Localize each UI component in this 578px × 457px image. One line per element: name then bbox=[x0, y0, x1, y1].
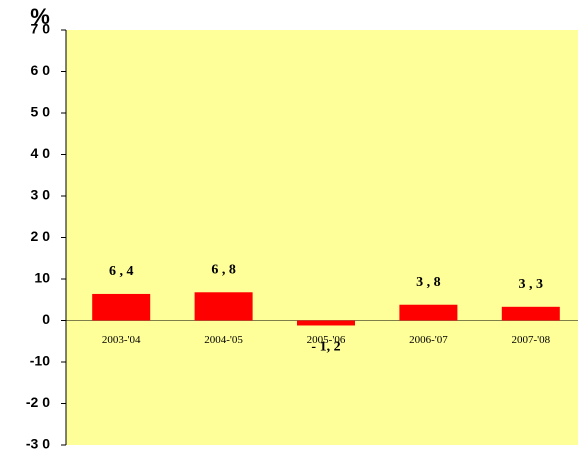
bar bbox=[501, 306, 560, 321]
data-label: - 1, 2 bbox=[311, 340, 340, 355]
x-tick-label: 2004-'05 bbox=[204, 334, 243, 346]
y-tick-label: 2 0 bbox=[31, 228, 51, 244]
y-tick-label: 5 0 bbox=[31, 104, 51, 120]
y-tick-label: 10 bbox=[34, 270, 50, 286]
y-tick-label: 7 0 bbox=[31, 21, 51, 37]
x-tick-label: 2007-'08 bbox=[511, 334, 550, 346]
data-label: 3 , 3 bbox=[519, 277, 544, 292]
x-tick-label: 2005-'06 bbox=[307, 334, 346, 346]
y-axis-label: % bbox=[30, 4, 50, 29]
x-tick-label: 2006-'07 bbox=[409, 334, 448, 346]
y-tick-label: -2 0 bbox=[26, 394, 50, 410]
y-tick-label: -3 0 bbox=[26, 436, 50, 452]
y-tick-label: 4 0 bbox=[31, 145, 51, 161]
bar bbox=[92, 293, 151, 321]
y-tick-label: 0 bbox=[42, 311, 50, 327]
y-tick-label: -10 bbox=[30, 353, 50, 369]
y-tick-label: 6 0 bbox=[31, 62, 51, 78]
bar bbox=[399, 304, 458, 321]
plot-area bbox=[66, 30, 578, 445]
data-label: 6 , 8 bbox=[211, 262, 236, 277]
bar bbox=[194, 292, 253, 321]
data-label: 6 , 4 bbox=[109, 264, 134, 279]
bar bbox=[297, 320, 355, 326]
x-tick-label: 2003-'04 bbox=[102, 334, 141, 346]
data-label: 3 , 8 bbox=[416, 275, 441, 290]
y-tick-label: 3 0 bbox=[31, 187, 51, 203]
